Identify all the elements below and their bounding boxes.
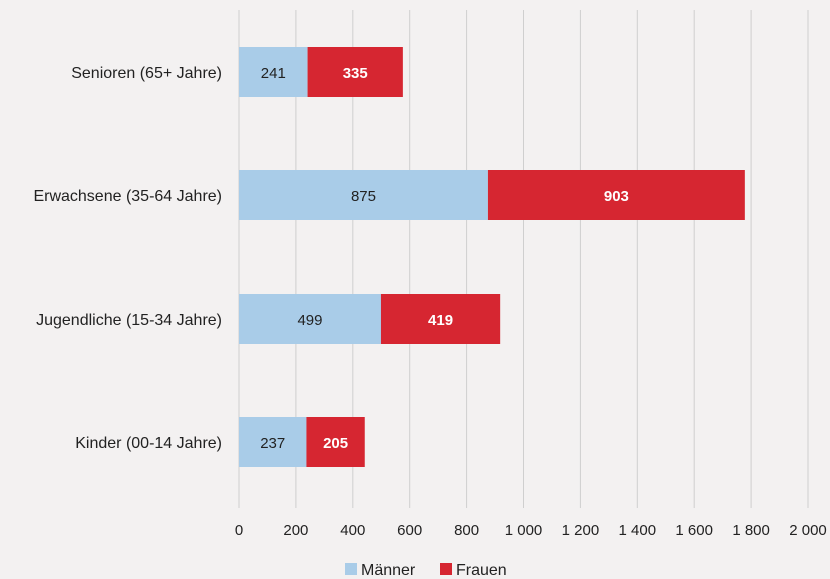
legend-swatch: [345, 563, 357, 575]
data-label: 237: [260, 435, 285, 452]
data-label: 419: [428, 312, 453, 329]
x-tick-label: 1 600: [675, 522, 713, 539]
legend-swatch: [440, 563, 452, 575]
bar-segment: [380, 294, 501, 344]
x-tick-label: 1 000: [505, 522, 543, 539]
data-label: 241: [261, 65, 286, 82]
x-tick-label: 1 800: [732, 522, 770, 539]
data-label: 875: [351, 188, 376, 205]
category-label: Erwachsene (35-64 Jahre): [33, 188, 222, 205]
category-label: Jugendliche (15-34 Jahre): [36, 312, 222, 329]
bar-segment: [239, 170, 488, 220]
data-label: 335: [343, 65, 368, 82]
x-tick-label: 1 400: [619, 522, 657, 539]
legend-label: Männer: [361, 562, 416, 579]
data-label: 205: [323, 435, 348, 452]
category-label: Senioren (65+ Jahre): [71, 65, 222, 82]
legend-label: Frauen: [456, 562, 507, 579]
x-tick-label: 1 200: [562, 522, 600, 539]
bar-segment: [239, 417, 307, 467]
x-tick-label: 800: [454, 522, 479, 539]
bar-segment: [307, 47, 403, 97]
x-tick-label: 400: [340, 522, 365, 539]
bar-segment: [306, 417, 365, 467]
data-label: 499: [297, 312, 322, 329]
bar-segment: [239, 47, 308, 97]
bar-segment: [487, 170, 745, 220]
x-tick-label: 2 000: [789, 522, 827, 539]
bar-segment: [239, 294, 381, 344]
category-label: Kinder (00-14 Jahre): [75, 435, 222, 452]
data-label: 903: [604, 188, 629, 205]
x-tick-label: 600: [397, 522, 422, 539]
x-tick-label: 0: [235, 522, 243, 539]
x-tick-label: 200: [283, 522, 308, 539]
